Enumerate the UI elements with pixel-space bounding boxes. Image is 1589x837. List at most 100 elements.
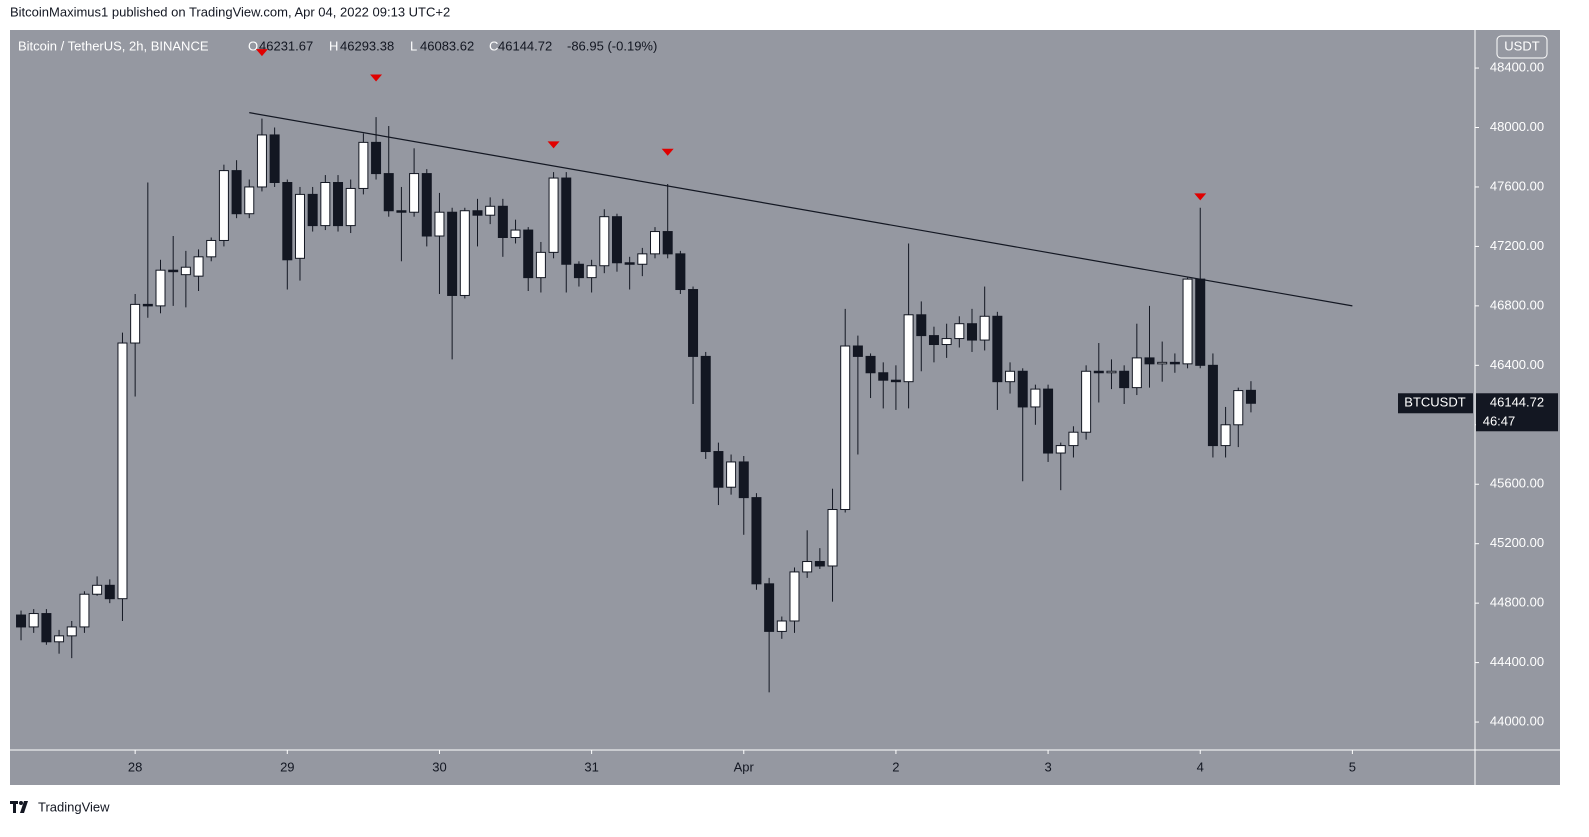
candle-body — [802, 561, 813, 573]
y-tick-label: 44400.00 — [1490, 654, 1544, 669]
candle-body — [1055, 445, 1066, 454]
ohlc-label: C — [489, 38, 498, 53]
candle-body — [1144, 357, 1155, 365]
candle-body — [472, 210, 483, 216]
candle-body — [548, 177, 559, 253]
chart-background — [10, 30, 1560, 785]
candle-body — [1233, 390, 1244, 426]
candle-body — [561, 177, 572, 265]
candle-body — [967, 323, 978, 341]
trendline — [249, 112, 1353, 307]
candle-body — [992, 315, 1003, 383]
candle-body — [256, 134, 267, 188]
candle-body — [1182, 278, 1193, 365]
candle-body — [979, 315, 990, 341]
y-tick-label: 47200.00 — [1490, 238, 1544, 253]
candle-body — [599, 216, 610, 267]
ohlc-value: 46293.38 — [340, 38, 394, 53]
symbol-badge — [1398, 393, 1473, 414]
candle-body — [1245, 389, 1256, 404]
candle-body — [1106, 370, 1117, 374]
candle-body — [1017, 370, 1028, 408]
y-tick-label: 45200.00 — [1490, 535, 1544, 550]
x-tick-label: 2 — [892, 759, 899, 774]
candle-body — [371, 141, 382, 175]
y-tick-label: 48400.00 — [1490, 59, 1544, 74]
candle-body — [104, 584, 115, 600]
brand-logo — [10, 801, 28, 813]
candle-body — [840, 345, 851, 511]
candle-body — [282, 182, 293, 261]
candle-body — [142, 303, 153, 307]
candle-body — [1207, 364, 1218, 447]
candle-body — [320, 182, 331, 227]
x-tick-label: 29 — [280, 759, 294, 774]
ohlc-label: H — [329, 38, 338, 53]
candle-body — [409, 173, 420, 213]
candle-body — [244, 186, 255, 215]
brand: TradingView — [38, 799, 110, 814]
rejection-marker — [661, 148, 674, 156]
candle-body — [16, 614, 27, 628]
candle-body — [573, 263, 584, 279]
candle-body — [1157, 361, 1168, 365]
candle-body — [586, 265, 597, 279]
candle-body — [497, 205, 508, 238]
candle-body — [814, 561, 825, 567]
y-tick-label: 48000.00 — [1490, 119, 1544, 134]
candle-body — [789, 571, 800, 622]
candle-body — [688, 289, 699, 357]
candle-body — [1030, 388, 1041, 408]
rejection-marker — [370, 74, 383, 82]
candle-body — [954, 323, 965, 340]
candle-body — [307, 193, 318, 227]
candle-body — [231, 170, 242, 215]
y-tick-label: 47600.00 — [1490, 178, 1544, 193]
y-tick-label: 44800.00 — [1490, 595, 1544, 610]
candle-body — [827, 509, 838, 567]
candle-body — [333, 182, 344, 227]
x-tick-label: 31 — [584, 759, 598, 774]
candle-body — [79, 593, 90, 628]
candle-body — [624, 262, 635, 265]
candle-body — [611, 216, 622, 264]
change: -86.95 (-0.19%) — [567, 38, 657, 53]
chart-title: Bitcoin / TetherUS, 2h, BINANCE — [18, 38, 209, 53]
candle-body — [1081, 370, 1092, 433]
candle-body — [28, 613, 39, 628]
last-price: 46144.72 — [1490, 395, 1544, 410]
ohlc-value: 46231.67 — [259, 38, 313, 53]
y-tick-label: 46800.00 — [1490, 297, 1544, 312]
x-tick-label: 30 — [432, 759, 446, 774]
candle-body — [358, 141, 369, 189]
candle-body — [726, 461, 737, 488]
symbol: BTCUSDT — [1404, 395, 1465, 410]
x-tick-label: 28 — [128, 759, 142, 774]
candle-body — [92, 584, 103, 595]
candle-body — [928, 335, 939, 346]
candle-body — [713, 451, 724, 488]
candle-body — [117, 342, 128, 600]
y-tick-label: 46400.00 — [1490, 357, 1544, 372]
candle-body — [738, 461, 749, 499]
candle-body — [294, 193, 305, 259]
x-tick-label: 4 — [1197, 759, 1204, 774]
rejection-marker — [255, 49, 268, 57]
currency-box[interactable] — [1496, 35, 1548, 59]
candle-body — [890, 379, 901, 383]
candle-body — [751, 497, 762, 585]
candle-body — [459, 210, 470, 296]
currency[interactable]: USDT — [1504, 38, 1539, 53]
y-tick-label: 45600.00 — [1490, 476, 1544, 491]
candle-body — [535, 251, 546, 279]
candle-body — [269, 134, 280, 184]
candle-body — [66, 626, 77, 637]
candle-body — [650, 231, 661, 255]
candle-body — [1169, 361, 1180, 365]
candle-body — [1005, 370, 1016, 383]
candle-body — [206, 239, 217, 258]
x-tick-label: 3 — [1044, 759, 1051, 774]
candle-body — [764, 583, 775, 632]
candle-body — [941, 338, 952, 346]
candle-body — [675, 253, 686, 291]
